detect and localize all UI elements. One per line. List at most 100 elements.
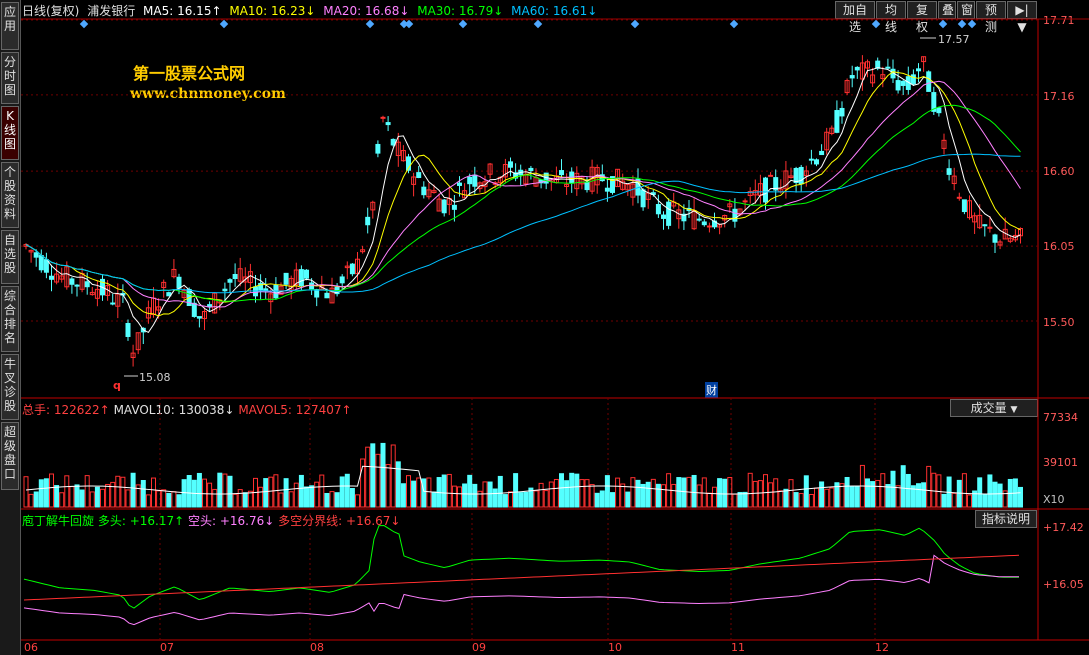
candle-body xyxy=(380,116,386,119)
candle-body xyxy=(936,107,942,114)
candle-body xyxy=(681,213,687,222)
month-label: 10 xyxy=(608,641,622,654)
candle-body xyxy=(604,187,610,192)
volume-bar xyxy=(411,480,417,508)
volume-bar xyxy=(84,475,90,508)
candle-body xyxy=(457,182,462,186)
total-volume: 总手: 122622↑ xyxy=(22,403,110,417)
candle-body xyxy=(640,189,646,208)
volume-bar xyxy=(344,473,350,508)
volume-bar xyxy=(518,492,524,508)
volume-bar xyxy=(696,484,702,508)
volume-bar xyxy=(712,486,717,508)
volume-bar xyxy=(523,491,529,508)
volume-bar xyxy=(742,491,748,508)
volume-bar xyxy=(706,492,712,508)
candle-body xyxy=(416,172,422,179)
candle-body xyxy=(421,186,427,196)
price-tick: 17.16 xyxy=(1043,90,1075,103)
tab-ranking[interactable]: 综合排名 xyxy=(1,286,19,352)
indicator-select[interactable]: 成交量 ▼ xyxy=(950,399,1038,417)
period-label: 日线(复权) xyxy=(22,4,80,18)
volume-bar xyxy=(977,477,983,508)
volume-bar xyxy=(553,478,559,508)
candle-body xyxy=(288,277,294,291)
ma-line xyxy=(25,71,1021,317)
candle-body xyxy=(1012,234,1018,241)
candle-body xyxy=(202,311,207,320)
event-marker-icon xyxy=(404,19,414,29)
low-price-label: 15.08 xyxy=(139,371,171,384)
tab-diagnose[interactable]: 牛叉诊股 xyxy=(1,354,19,420)
candle-body xyxy=(696,218,702,221)
volume-bar xyxy=(548,481,554,508)
tab-watchlist[interactable]: 自选股 xyxy=(1,230,19,284)
adjust-button[interactable]: 复权 xyxy=(907,1,937,34)
candle-body xyxy=(900,80,906,86)
tab-app[interactable]: 应用 xyxy=(1,2,19,50)
ma-button[interactable]: 均线 xyxy=(876,1,906,34)
candle-body xyxy=(768,174,774,177)
stock-name: 浦发银行 xyxy=(87,4,136,18)
candle-body xyxy=(375,143,381,154)
volume-bar xyxy=(916,483,921,508)
price-tick: 16.60 xyxy=(1043,165,1075,178)
candle-body xyxy=(293,269,299,286)
candle-body xyxy=(467,176,473,185)
volume-bar xyxy=(54,485,60,508)
chevron-down-icon: ▼ xyxy=(1010,405,1018,415)
volume-bar xyxy=(814,487,819,508)
volume-bar xyxy=(865,478,870,508)
volume-bar xyxy=(288,491,294,508)
candle-body xyxy=(574,172,580,190)
volume-bar xyxy=(579,479,585,508)
volume-bar xyxy=(298,474,304,508)
month-label: 09 xyxy=(472,641,486,654)
month-gridlines xyxy=(159,398,876,640)
candle-body xyxy=(849,75,855,79)
candle-body xyxy=(242,276,248,283)
event-marker-icon xyxy=(533,19,543,29)
event-marker-icon xyxy=(79,19,89,29)
volume-bar xyxy=(166,492,172,508)
candle-body xyxy=(941,139,947,149)
tab-super-order[interactable]: 超级盘口 xyxy=(1,422,19,490)
volume-bar xyxy=(339,476,345,508)
ma10-value: MA10: 16.23↓ xyxy=(229,4,316,18)
volume-bar xyxy=(181,479,187,508)
candle-body xyxy=(426,189,432,198)
mavol5-value: MAVOL5: 127407↑ xyxy=(238,403,352,417)
tab-intraday[interactable]: 分时图 xyxy=(1,52,19,104)
tab-kline[interactable]: K线图 xyxy=(1,106,19,160)
volume-bar xyxy=(604,475,610,508)
tab-stock-info[interactable]: 个股资料 xyxy=(1,162,19,228)
candle-body xyxy=(773,177,779,191)
divide-value: 多空分界线: +16.67↓ xyxy=(278,514,401,528)
candle-body xyxy=(742,200,748,203)
volume-scale: X10 xyxy=(1043,493,1065,506)
volume-bar xyxy=(538,482,544,508)
volume-bar xyxy=(176,494,182,508)
volume-bar xyxy=(589,484,595,508)
finance-marker[interactable]: 财 xyxy=(705,382,718,398)
candle-body xyxy=(283,272,289,285)
candle-body xyxy=(829,127,835,134)
candle-body xyxy=(910,74,916,85)
indicator-help-button[interactable]: 指标说明 xyxy=(975,510,1037,528)
candle-body xyxy=(268,293,274,303)
candle-body xyxy=(105,285,111,296)
volume-bar xyxy=(885,484,891,508)
event-marker-icon xyxy=(957,19,967,29)
volume-bar xyxy=(615,477,621,508)
candle-body xyxy=(732,208,738,222)
volume-bar xyxy=(533,490,539,508)
candle-body xyxy=(482,181,488,188)
volume-bar xyxy=(232,493,238,508)
volume-bar xyxy=(722,478,728,508)
candle-body xyxy=(763,177,768,203)
event-markers xyxy=(79,19,977,29)
volume-bar xyxy=(49,473,54,508)
volume-bar xyxy=(110,481,116,508)
high-price-label: 17.57 xyxy=(938,33,970,46)
